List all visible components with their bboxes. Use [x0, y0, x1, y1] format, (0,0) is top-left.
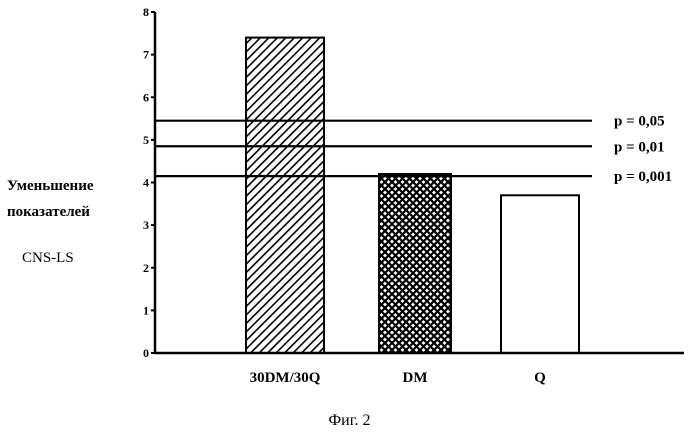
y-tick-label: 5 [143, 133, 149, 147]
y-tick-label: 6 [143, 90, 149, 104]
y-tick-label: 0 [143, 346, 149, 360]
y-tick-label: 7 [143, 48, 149, 62]
bar-q [501, 195, 579, 353]
y-tick-label: 4 [143, 176, 149, 190]
y-tick-label: 1 [143, 303, 149, 317]
x-tick-label: DM [403, 370, 428, 386]
reference-line-label-3: p = 0,001 [614, 169, 672, 185]
bar-dm [379, 174, 451, 353]
y-axis-label-line-3: CNS-LS [22, 250, 74, 266]
x-tick-labels: 30DM/30Q DM Q [250, 370, 547, 386]
x-tick-label: 30DM/30Q [250, 370, 321, 386]
reference-line-label-2: p = 0,01 [614, 139, 665, 155]
reference-line-label-1: p = 0,05 [614, 114, 665, 130]
y-ticks: 0 1 2 3 4 5 6 7 8 [143, 5, 155, 360]
y-tick-label: 3 [143, 218, 149, 232]
y-axis-label-line-2: показателей [7, 204, 90, 220]
y-tick-label: 8 [143, 5, 149, 19]
y-tick-label: 2 [143, 261, 149, 275]
figure-caption: Фиг. 2 [0, 412, 699, 430]
y-axis-label-line-1: Уменьшение [7, 178, 94, 194]
bar-30dm-30q [246, 38, 324, 353]
x-tick-label: Q [534, 370, 546, 386]
bars [246, 38, 579, 353]
